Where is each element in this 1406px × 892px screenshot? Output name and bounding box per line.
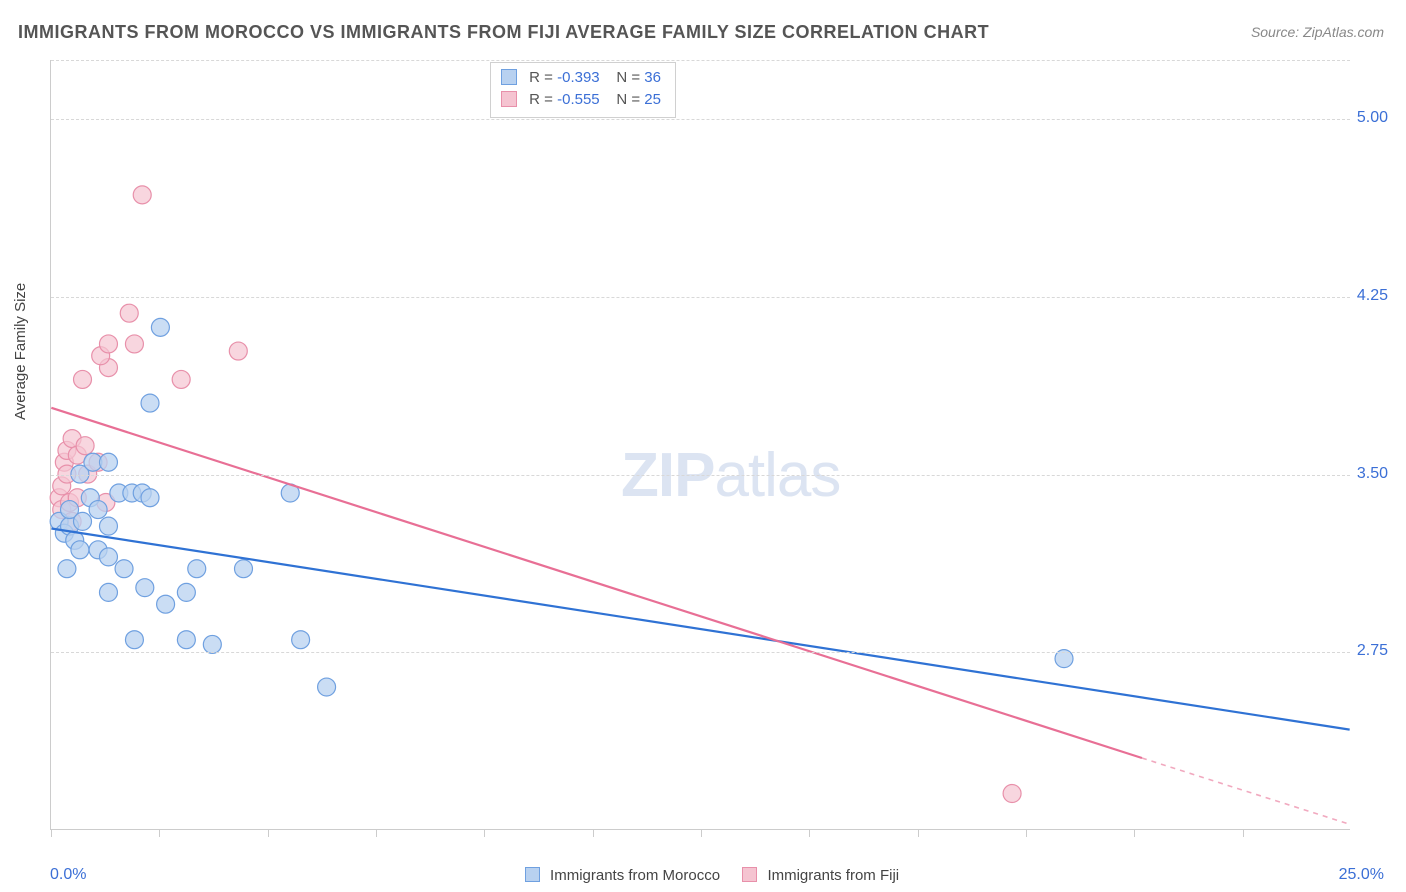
x-tick [159, 829, 160, 837]
data-point-morocco [58, 560, 76, 578]
data-point-morocco [177, 583, 195, 601]
swatch-morocco [501, 69, 517, 85]
stats-row-fiji: R = -0.555 N = 25 [501, 89, 661, 111]
data-point-morocco [292, 631, 310, 649]
data-point-fiji [133, 186, 151, 204]
gridline-h [51, 475, 1350, 476]
x-tick [1026, 829, 1027, 837]
data-point-morocco [318, 678, 336, 696]
chart-title: IMMIGRANTS FROM MOROCCO VS IMMIGRANTS FR… [18, 22, 989, 43]
x-tick [51, 829, 52, 837]
data-point-morocco [151, 318, 169, 336]
x-tick [268, 829, 269, 837]
data-point-morocco [235, 560, 253, 578]
x-tick [809, 829, 810, 837]
data-point-fiji [172, 370, 190, 388]
data-point-morocco [99, 548, 117, 566]
x-tick [1134, 829, 1135, 837]
y-tick-label: 3.50 [1357, 465, 1388, 483]
y-axis-label: Average Family Size [12, 283, 29, 420]
data-point-fiji [74, 370, 92, 388]
source-label: Source: ZipAtlas.com [1251, 24, 1384, 40]
gridline-h [51, 119, 1350, 120]
data-point-morocco [89, 501, 107, 519]
x-tick [376, 829, 377, 837]
data-point-fiji [99, 335, 117, 353]
y-tick-label: 4.25 [1357, 287, 1388, 305]
regression-line-morocco [51, 528, 1349, 729]
data-point-morocco [99, 583, 117, 601]
data-point-morocco [141, 489, 159, 507]
data-point-morocco [188, 560, 206, 578]
data-point-morocco [125, 631, 143, 649]
data-point-morocco [99, 517, 117, 535]
x-tick [1243, 829, 1244, 837]
data-point-fiji [125, 335, 143, 353]
data-point-fiji [229, 342, 247, 360]
gridline-h [51, 60, 1350, 61]
data-point-morocco [136, 579, 154, 597]
data-point-morocco [157, 595, 175, 613]
stats-legend-box: R = -0.393 N = 36 R = -0.555 N = 25 [490, 62, 676, 118]
data-point-morocco [99, 453, 117, 471]
x-tick [593, 829, 594, 837]
data-point-fiji [1003, 785, 1021, 803]
regression-line-fiji [51, 408, 1142, 758]
data-point-morocco [141, 394, 159, 412]
y-tick-label: 5.00 [1357, 109, 1388, 127]
data-point-morocco [177, 631, 195, 649]
x-tick [701, 829, 702, 837]
x-tick [484, 829, 485, 837]
data-point-morocco [71, 541, 89, 559]
legend-label-morocco: Immigrants from Morocco [550, 867, 720, 884]
plot-svg [51, 60, 1350, 829]
y-tick-label: 2.75 [1357, 642, 1388, 660]
legend-swatch-morocco [525, 867, 540, 882]
gridline-h [51, 652, 1350, 653]
plot-area: ZIPatlas [50, 60, 1350, 830]
gridline-h [51, 297, 1350, 298]
data-point-fiji [120, 304, 138, 322]
swatch-fiji [501, 91, 517, 107]
data-point-morocco [203, 635, 221, 653]
x-tick [918, 829, 919, 837]
legend-swatch-fiji [742, 867, 757, 882]
data-point-morocco [115, 560, 133, 578]
legend-label-fiji: Immigrants from Fiji [767, 867, 899, 884]
data-point-morocco [74, 512, 92, 530]
regression-line-dashed-fiji [1142, 758, 1350, 824]
stats-row-morocco: R = -0.393 N = 36 [501, 67, 661, 89]
legend-bottom: Immigrants from Morocco Immigrants from … [0, 867, 1406, 884]
data-point-fiji [76, 437, 94, 455]
